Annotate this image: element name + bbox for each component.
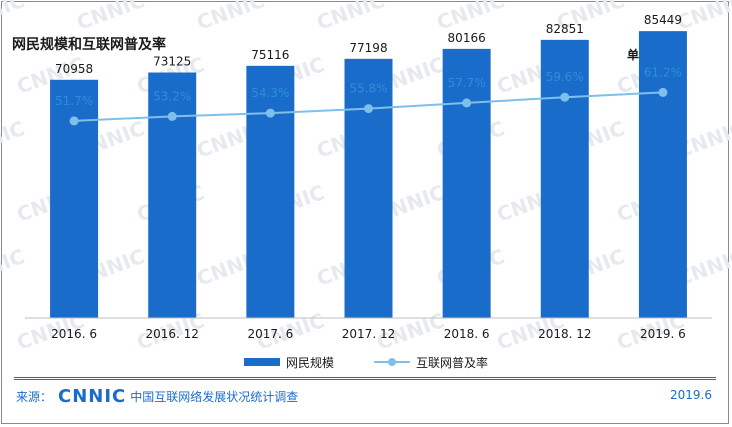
bar-value-labels: 70958 73125 75116 77198 80166 82851 85449 xyxy=(55,13,682,76)
legend-line-label: 互联网普及率 xyxy=(416,355,489,370)
x-tick-labels: 2016. 6 2016. 12 2017. 6 2017. 12 2018. 6 201… xyxy=(51,327,686,341)
rate-point-0 xyxy=(69,116,79,126)
legend-bar-swatch xyxy=(243,358,280,366)
bar-series xyxy=(50,31,687,319)
bar-value-label-3: 77198 xyxy=(349,41,387,55)
footer-divider xyxy=(14,377,716,380)
rate-point-2 xyxy=(265,108,275,118)
x-tick-label-0: 2016. 6 xyxy=(51,327,97,341)
bar-value-label-4: 80166 xyxy=(448,31,486,45)
bar-value-label-0: 70958 xyxy=(55,62,93,76)
source-organization: 中国互联网络发展状况统计调查 xyxy=(130,390,299,404)
rate-label-4: 57.7% xyxy=(448,76,486,90)
rate-label-6: 61.2% xyxy=(644,65,682,79)
source-attribution: 来源： CNNIC 中国互联网络发展状况统计调查 xyxy=(16,386,298,407)
bar-4 xyxy=(442,48,491,319)
legend-bar-label: 网民规模 xyxy=(285,355,334,370)
rate-point-4 xyxy=(462,98,472,108)
legend-item-bar: 网民规模 xyxy=(243,354,334,371)
x-tick-label-1: 2016. 12 xyxy=(145,327,198,341)
rate-series: 51.7% 53.2% 54.3% 55.8% 57.7% 59.6% 61.2% xyxy=(55,65,682,126)
bar-2 xyxy=(246,65,295,318)
bar-6 xyxy=(638,31,687,319)
legend: 网民规模 互联网普及率 xyxy=(0,352,732,372)
bar-5 xyxy=(540,39,589,318)
footer-date: 2019.6 xyxy=(670,388,712,402)
rate-label-3: 55.8% xyxy=(349,82,387,96)
rate-label-1: 53.2% xyxy=(153,89,191,103)
bar-1 xyxy=(148,72,197,318)
x-tick-label-4: 2018. 6 xyxy=(444,327,490,341)
bar-value-label-2: 75116 xyxy=(251,48,289,62)
rate-point-1 xyxy=(167,111,177,121)
x-tick-label-5: 2018. 12 xyxy=(538,327,591,341)
legend-line-swatch xyxy=(374,357,410,367)
cnnic-logo: CNNIC xyxy=(58,386,127,407)
x-tick-label-6: 2019. 6 xyxy=(640,327,686,341)
source-label: 来源： xyxy=(16,390,53,404)
x-tick-label-2: 2017. 6 xyxy=(247,327,293,341)
bar-3 xyxy=(344,58,393,318)
bar-value-label-1: 73125 xyxy=(153,55,191,69)
rate-label-5: 59.6% xyxy=(546,70,584,84)
bar-0 xyxy=(50,79,99,318)
rate-label-0: 51.7% xyxy=(55,94,93,108)
bar-value-label-5: 82851 xyxy=(546,22,584,36)
rate-point-5 xyxy=(560,92,570,102)
rate-point-3 xyxy=(364,104,373,114)
bar-value-label-6: 85449 xyxy=(644,13,682,27)
x-tick-label-3: 2017. 12 xyxy=(342,327,395,341)
rate-point-6 xyxy=(658,87,668,97)
legend-item-line: 互联网普及率 xyxy=(374,354,488,371)
chart-plot: 70958 73125 75116 77198 80166 82851 85449 2016.… xyxy=(25,13,712,341)
rate-label-2: 54.3% xyxy=(251,86,289,100)
chart-title: 网民规模和互联网普及率 xyxy=(12,37,166,53)
